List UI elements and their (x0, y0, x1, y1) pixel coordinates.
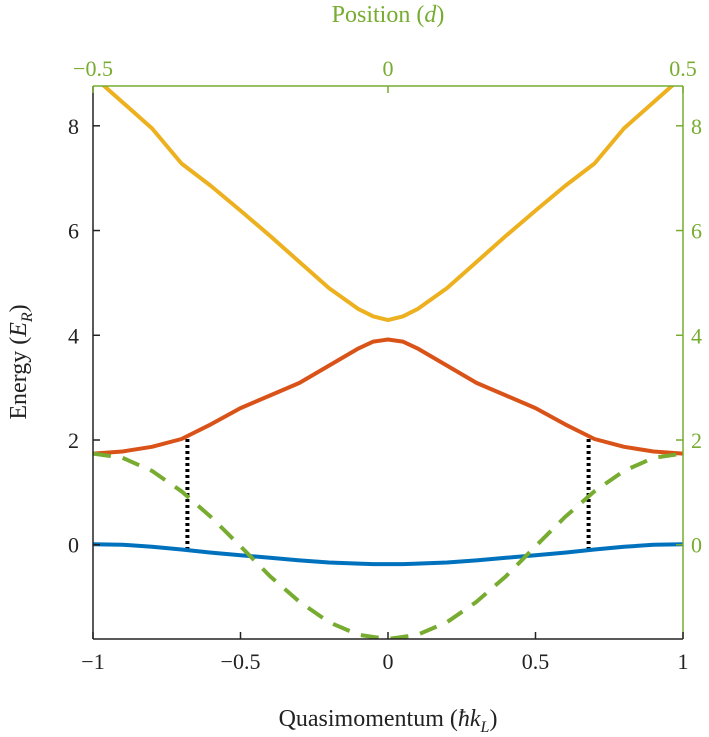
y-axis-label: Energy (ER) (6, 304, 36, 419)
right-y-tick-label: 6 (691, 219, 702, 244)
y-tick-label: 4 (68, 323, 79, 348)
right-y-tick-label: 0 (691, 533, 702, 558)
right-y-tick-label: 4 (691, 323, 702, 348)
x-tick-label: 0 (383, 649, 394, 674)
right-y-tick-label: 8 (691, 114, 702, 139)
y-tick-label: 0 (68, 533, 79, 558)
tick-labels: −1 −0.5 0 0.5 1 0 2 4 6 8 −0.5 0 0.5 0 2 4 6 8 (68, 56, 702, 674)
series-line-3 (93, 451, 683, 639)
series-line-1 (93, 337, 683, 456)
x-tick-label: −1 (81, 649, 104, 674)
right-y-tick-label: 2 (691, 428, 702, 453)
series-line-0 (93, 542, 683, 567)
x-tick-label: 0.5 (522, 649, 550, 674)
series-line-2 (101, 86, 675, 323)
plot-area (93, 86, 683, 639)
top-x-tick-label: −0.5 (73, 56, 113, 81)
x-tick-label: 1 (678, 649, 689, 674)
plot-marks (93, 86, 683, 639)
x-tick-label: −0.5 (221, 649, 261, 674)
y-tick-label: 6 (68, 219, 79, 244)
top-x-tick-label: 0.5 (669, 56, 697, 81)
x-axis-label: Quasimomentum (ħkL) (279, 706, 498, 736)
y-tick-label: 8 (68, 114, 79, 139)
axes (92, 85, 684, 640)
y-tick-label: 2 (68, 428, 79, 453)
top-x-tick-label: 0 (383, 56, 394, 81)
top-axis-label: Position (d) (332, 2, 445, 28)
